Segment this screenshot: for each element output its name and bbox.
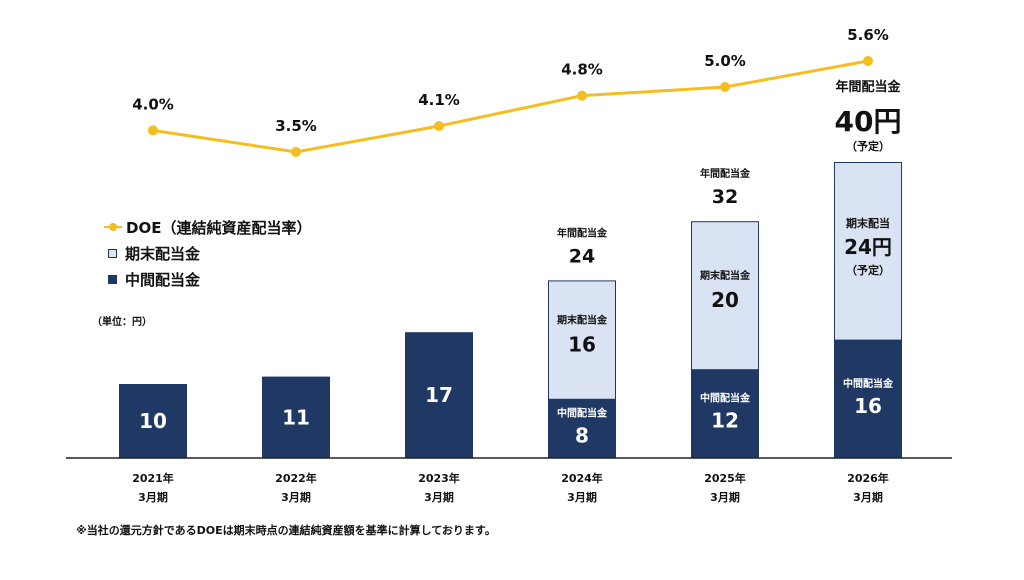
doe-point: [720, 82, 730, 92]
total-value: 40円: [835, 105, 902, 138]
doe-line: [152, 59, 869, 154]
x-tick-label: 2023年: [418, 471, 460, 485]
bar-interim: [405, 332, 473, 458]
legend-item-interim: 中間配当金: [104, 266, 311, 292]
data-label-final: 16: [568, 333, 596, 357]
dark-square-icon: [108, 274, 117, 284]
total-caption: 年間配当金: [700, 167, 751, 180]
x-tick-label: 2022年: [275, 471, 317, 485]
bar-caption-interim: 中間配当金: [700, 392, 751, 405]
doe-point: [577, 90, 587, 101]
data-label-interim: 11: [282, 405, 310, 429]
data-label-interim: 12: [711, 409, 739, 433]
chart-legend: DOE（連結純資産配当率） 期末配当金 中間配当金: [104, 214, 311, 292]
doe-label: 4.0%: [132, 95, 174, 113]
data-label-interim: 16: [854, 394, 882, 418]
x-tick-label: 2026年: [847, 471, 889, 485]
bar-interim: [834, 339, 902, 458]
light-square-icon: [108, 248, 117, 258]
bar-caption-interim: 中間配当金: [843, 377, 894, 390]
doe-label: 5.0%: [704, 52, 746, 70]
total-value: 24: [569, 245, 595, 267]
data-label-interim: 10: [139, 409, 167, 433]
bar-caption-final: 期末配当金: [557, 314, 608, 327]
bar-caption-final: 期末配当金: [700, 269, 751, 282]
x-tick-label: 3月期: [138, 490, 168, 504]
total-note: （予定）: [846, 139, 890, 153]
total-caption: 年間配当金: [557, 226, 608, 239]
x-tick-label: 2025年: [704, 471, 746, 485]
bar-note-final: （予定）: [846, 263, 890, 277]
bar-interim: [262, 376, 330, 458]
bar-final: [834, 162, 902, 341]
data-label-final: 24円: [844, 235, 892, 259]
doe-label: 5.6%: [847, 26, 889, 44]
x-tick-label: 2021年: [132, 471, 174, 485]
x-tick-label: 3月期: [710, 490, 740, 504]
bar-final: [691, 221, 759, 371]
x-tick-label: 3月期: [424, 490, 454, 504]
legend-label-final: 期末配当金: [125, 244, 201, 263]
doe-point: [863, 56, 873, 66]
x-tick-label: 2024年: [561, 471, 603, 485]
total-value: 32: [712, 186, 738, 208]
data-label-final: 20: [711, 288, 739, 312]
line-marker-icon: [104, 220, 122, 234]
x-tick-label: 3月期: [281, 490, 311, 504]
x-tick-label: 3月期: [567, 490, 597, 504]
bar-caption-final: 期末配当: [846, 216, 890, 230]
legend-label-doe: DOE（連結純資産配当率）: [126, 218, 312, 237]
legend-label-interim: 中間配当金: [125, 270, 201, 289]
legend-item-doe: DOE（連結純資産配当率）: [104, 214, 311, 240]
legend-item-final: 期末配当金: [104, 240, 311, 266]
total-caption: 年間配当金: [835, 79, 901, 95]
doe-label: 3.5%: [275, 117, 317, 135]
bar-final: [548, 280, 616, 400]
x-tick-label: 3月期: [853, 490, 883, 504]
doe-point: [148, 125, 158, 136]
footnote: ※当社の還元方針であるDOEは期末時点の連結純資産額を基準に計算しております。: [76, 524, 496, 537]
data-label-interim: 17: [425, 383, 453, 407]
bar-interim: [119, 384, 187, 458]
bar-interim: [691, 369, 759, 458]
doe-label: 4.1%: [418, 91, 460, 109]
doe-label: 4.8%: [561, 61, 603, 79]
bar-caption-interim: 中間配当金: [557, 406, 608, 419]
doe-point: [291, 147, 301, 157]
doe-point: [434, 121, 444, 131]
data-label-interim: 8: [575, 423, 589, 447]
unit-label: （単位：円）: [92, 317, 152, 328]
bar-interim: [548, 398, 616, 458]
